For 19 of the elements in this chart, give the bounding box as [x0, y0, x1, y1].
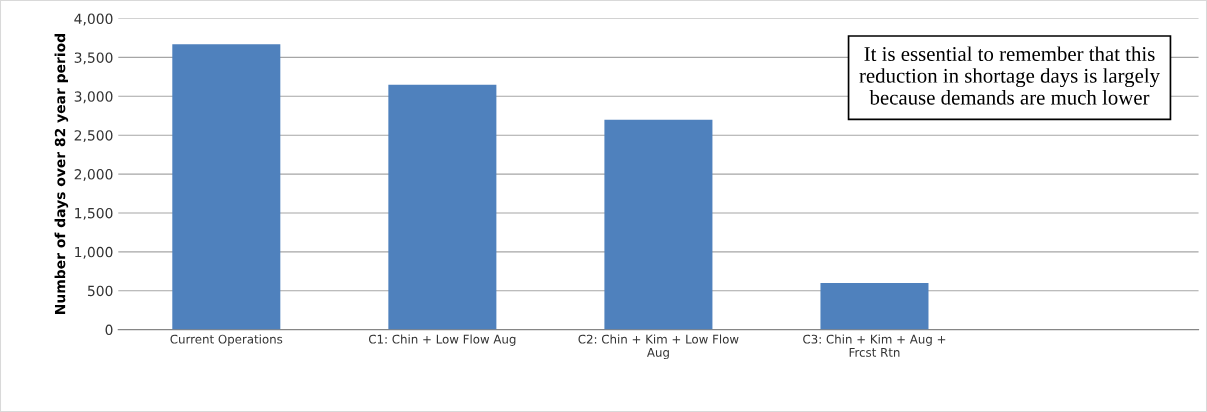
y-tick-label: 500 [87, 285, 113, 297]
y-tick-label: 2,500 [74, 130, 113, 143]
bar [388, 84, 497, 330]
x-tick-label: C3: Chin + Kim + Aug + Frcst Rtn [803, 334, 946, 357]
x-tick-label: C2: Chin + Kim + Low Flow Aug [578, 334, 739, 360]
bar [820, 282, 929, 330]
y-tick-label: 2,000 [74, 169, 113, 181]
x-tick-label: Current Operations [170, 334, 283, 346]
y-tick-label: 0 [105, 324, 113, 336]
bar [604, 119, 713, 330]
y-tick-label: 3,500 [74, 52, 113, 65]
y-tick-label: 1,500 [75, 207, 113, 220]
annotation: It is essential to remember that this reduction in shortage days is largely because demands are much lower [859, 46, 1160, 105]
y-tick-label: 4,000 [74, 13, 113, 26]
bar [172, 44, 281, 330]
x-tick-label: C1: Chin + Low Flow Aug [368, 334, 516, 346]
y-tick-label: 3,000 [74, 91, 113, 104]
y-axis-title: Number of days over 82 year period [54, 34, 69, 314]
y-tick-label: 1,000 [75, 246, 113, 259]
